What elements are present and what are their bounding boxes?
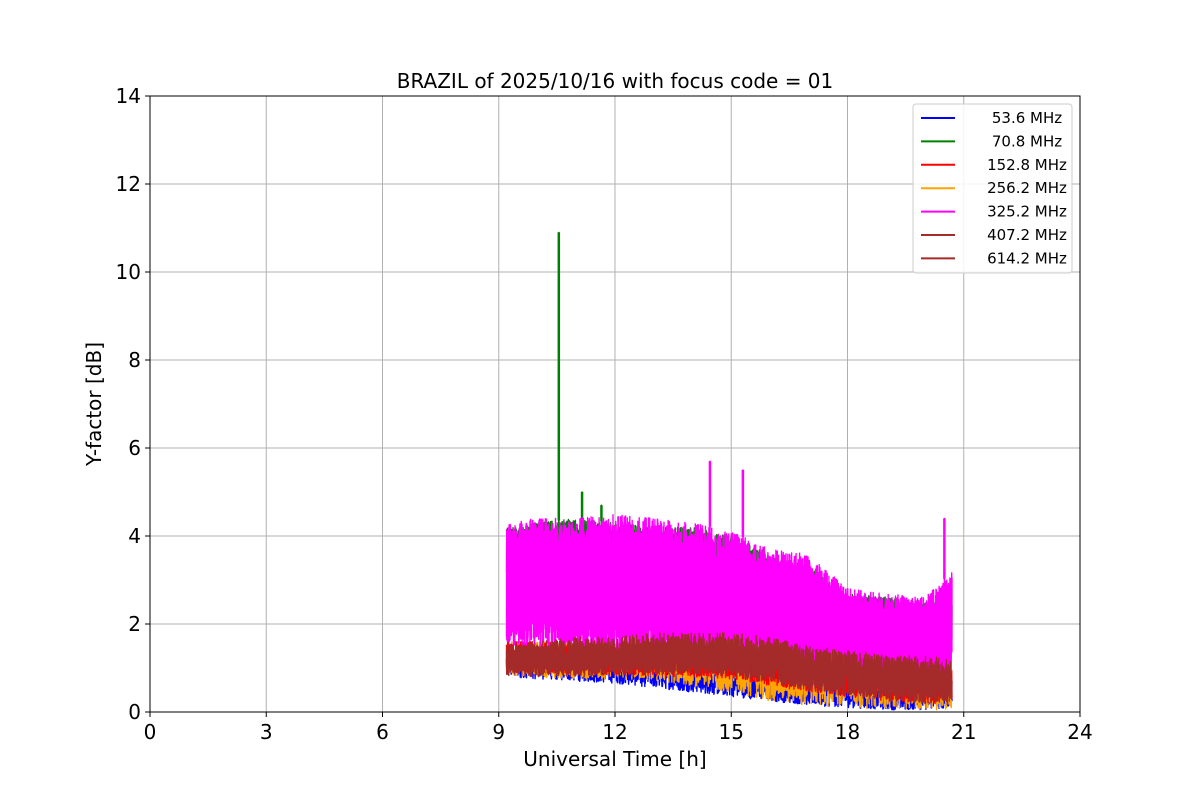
y-tick-label: 12 [116,172,141,196]
x-axis: 0 3 6 9 12 15 18 21 24 [144,712,1093,744]
chart-title: BRAZIL of 2025/10/16 with focus code = 0… [397,69,834,93]
legend-entry: 256.2 MHz [987,179,1067,197]
y-tick-label: 4 [128,524,141,548]
legend-entry: 325.2 MHz [987,203,1067,221]
legend-entry: 70.8 MHz [992,132,1062,150]
x-tick-label: 6 [376,720,389,744]
x-tick-label: 24 [1067,720,1092,744]
series-lines [505,231,953,711]
y-tick-label: 0 [128,700,141,724]
y-tick-label: 14 [116,84,141,108]
y-tick-label: 10 [116,260,141,284]
series-line-5 [505,632,953,702]
x-tick-label: 21 [951,720,976,744]
series-line-4 [505,460,953,678]
legend-entry: 152.8 MHz [987,156,1067,174]
x-tick-label: 18 [835,720,860,744]
legend-entry: 614.2 MHz [987,249,1067,267]
legend-box [912,103,1073,274]
legend-entry: 407.2 MHz [987,226,1067,244]
x-tick-label: 15 [719,720,744,744]
x-axis-label: Universal Time [h] [523,747,706,771]
x-tick-label: 3 [260,720,273,744]
y-tick-label: 2 [128,612,141,636]
y-axis: 0 2 4 6 8 10 12 14 [116,84,150,724]
y-tick-label: 6 [128,436,141,460]
x-tick-label: 12 [602,720,627,744]
legend: 53.6 MHz 70.8 MHz 152.8 MHz 256.2 MHz 32… [912,103,1073,274]
y-tick-label: 8 [128,348,141,372]
y-axis-label: Y-factor [dB] [82,342,106,467]
legend-entry: 53.6 MHz [992,109,1062,127]
x-tick-label: 9 [492,720,505,744]
x-tick-label: 0 [144,720,157,744]
